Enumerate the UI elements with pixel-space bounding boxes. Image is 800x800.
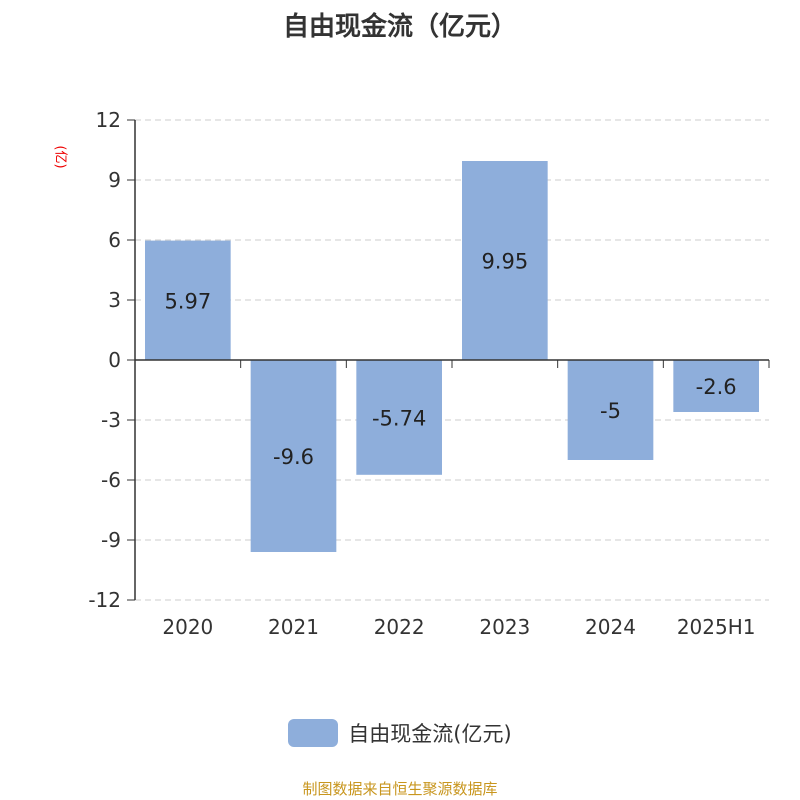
y-tick-label: -12 xyxy=(88,588,121,612)
data-label: 5.97 xyxy=(164,289,211,313)
y-tick-label: 3 xyxy=(108,288,121,312)
x-tick-label: 2025H1 xyxy=(677,615,756,639)
x-tick-label: 2021 xyxy=(268,615,319,639)
x-tick-label: 2024 xyxy=(585,615,636,639)
x-tick-label: 2022 xyxy=(374,615,425,639)
data-label: 9.95 xyxy=(481,250,528,274)
bar xyxy=(145,240,231,360)
y-tick-label: 9 xyxy=(108,168,121,192)
bar xyxy=(462,161,548,360)
chart-title: 自由现金流（亿元） xyxy=(282,12,517,42)
data-label: -9.6 xyxy=(273,445,314,469)
bar xyxy=(567,360,654,460)
y-tick-label: -9 xyxy=(101,528,121,552)
legend-swatch xyxy=(288,719,339,747)
y-tick-label: 0 xyxy=(108,348,121,372)
data-label: -2.6 xyxy=(696,375,737,399)
bar xyxy=(356,360,442,475)
data-label: -5 xyxy=(600,399,621,423)
x-tick-label: 2023 xyxy=(479,615,530,639)
source-note: 制图数据来自恒生聚源数据库 xyxy=(302,780,498,798)
data-label: -5.74 xyxy=(372,406,426,430)
legend-label: 自由现金流(亿元) xyxy=(348,722,512,746)
y-tick-label: -6 xyxy=(101,468,121,492)
bar xyxy=(250,360,337,552)
y-tick-label: -3 xyxy=(101,408,121,432)
bar xyxy=(673,360,759,412)
legend[interactable]: 自由现金流(亿元) xyxy=(0,718,800,748)
y-tick-label: 12 xyxy=(96,108,121,132)
y-tick-label: 6 xyxy=(108,228,121,252)
x-tick-label: 2020 xyxy=(162,615,213,639)
